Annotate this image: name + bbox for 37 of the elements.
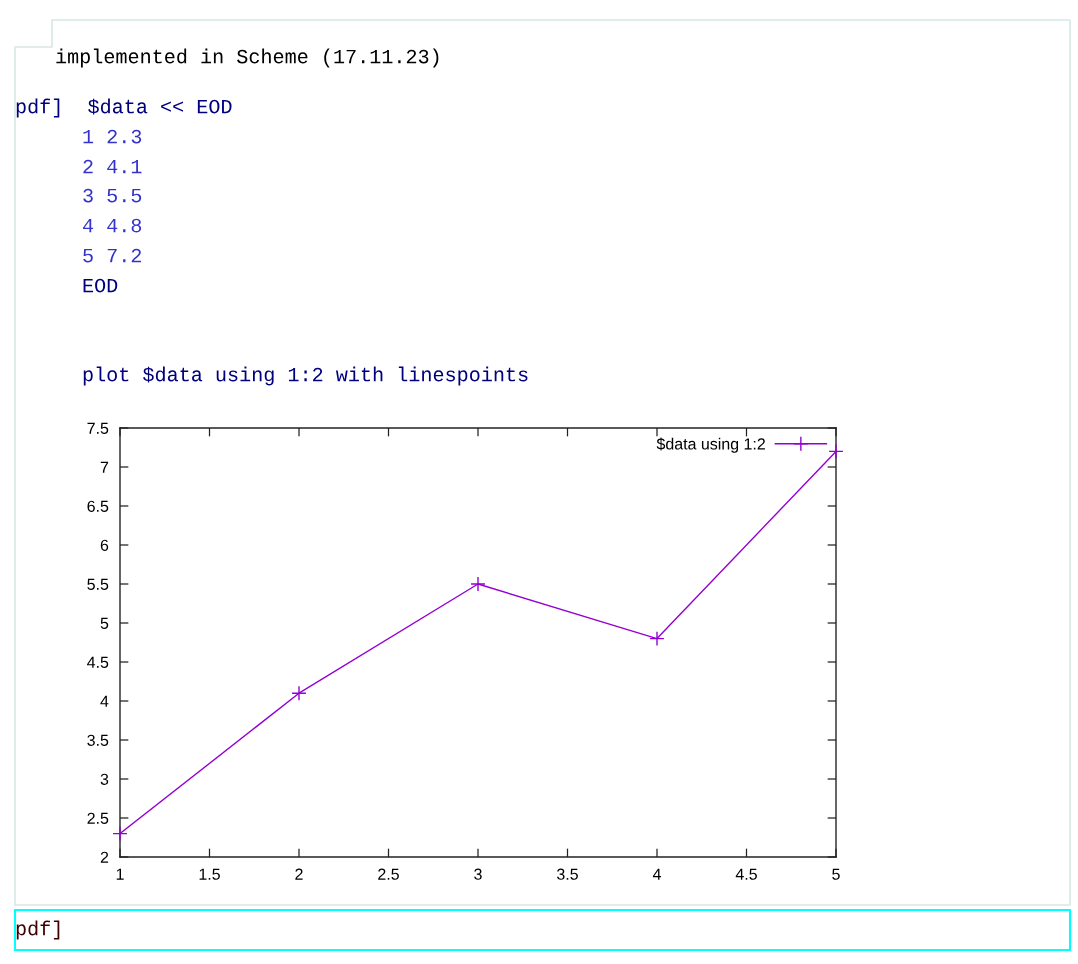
- y-tick-label: 6.5: [87, 500, 109, 512]
- x-tick-label: 2.5: [378, 868, 399, 880]
- y-tick-label: 2: [100, 851, 109, 863]
- x-tick-label: 3.5: [557, 868, 578, 880]
- point: [112, 825, 128, 842]
- text: pdf] $data << EOD: [16, 98, 232, 118]
- x-tick-label: 1.5: [199, 868, 220, 880]
- y-tick-label: 2.5: [87, 812, 109, 824]
- legend-label: $data using 1:2: [656, 437, 765, 453]
- point: [291, 685, 307, 701]
- x-tick-label: 1: [116, 868, 124, 880]
- text: 5 7.2: [83, 248, 141, 263]
- y-tick-label: 7.5: [87, 422, 109, 434]
- y-tick-label: 5: [100, 617, 109, 629]
- text: pdf]: [16, 920, 60, 940]
- text: 2 4.1: [83, 159, 142, 174]
- x-tick-label: 4: [652, 868, 661, 880]
- y-tick-label: 4: [100, 695, 109, 707]
- point: [828, 443, 844, 460]
- text: 1 2.3: [83, 129, 142, 144]
- x-tick-label: 4.5: [735, 868, 757, 880]
- text: implemented in Scheme (17.11.23): [56, 48, 439, 68]
- y-tick-label: 3: [100, 773, 109, 785]
- y-tick-label: 5.5: [87, 578, 109, 590]
- y-tick-label: 6: [100, 539, 109, 551]
- text: 3 5.5: [83, 188, 142, 203]
- text: plot $data using 1:2 with linespoints: [83, 366, 528, 386]
- y-tick-label: 7: [100, 461, 109, 473]
- text: 4 4.8: [83, 218, 142, 233]
- point: [470, 576, 486, 592]
- x-tick-label: 3: [474, 868, 482, 880]
- text: EOD: [83, 278, 118, 293]
- y-tick-label: 3.5: [87, 734, 109, 746]
- y-tick-label: 4.5: [87, 656, 109, 668]
- x-tick-label: 5: [832, 868, 840, 880]
- point: [649, 630, 665, 647]
- x-tick-label: 2: [295, 868, 303, 880]
